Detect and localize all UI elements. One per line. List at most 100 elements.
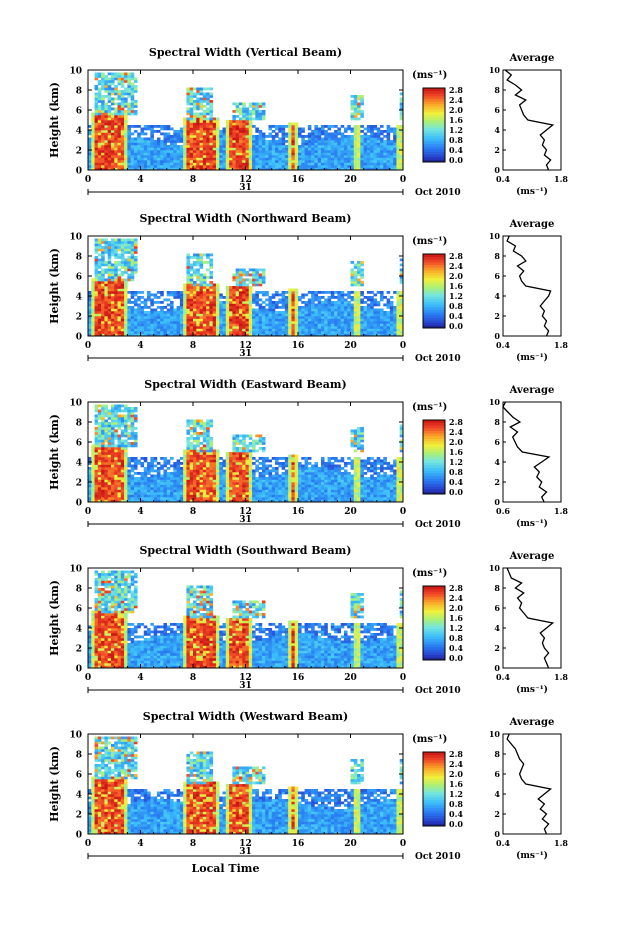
colorbar-tick-label: 0.4 (449, 145, 463, 155)
heatmap-cell (193, 102, 197, 106)
heatmap-cell (163, 326, 168, 329)
heatmap-cell (393, 132, 397, 136)
heatmap-cell (150, 462, 154, 465)
heatmap-cell (193, 301, 197, 304)
heatmap-cell (196, 331, 200, 334)
heatmap-cell (189, 321, 194, 324)
heatmap-cell (117, 268, 122, 272)
heatmap-cell (101, 165, 105, 168)
heatmap-cell (104, 328, 108, 332)
heatmap-cell (275, 321, 279, 324)
heatmap-cell (347, 167, 351, 171)
heatmap-cell (110, 291, 115, 294)
heatmap-cell (186, 258, 191, 262)
heatmap-cell (245, 165, 250, 168)
heatmap-cell (114, 417, 118, 420)
heatmap-cell (127, 147, 131, 151)
heatmap-cell (212, 318, 217, 322)
heatmap-cell (104, 160, 108, 163)
heatmap-cell (140, 457, 145, 460)
heatmap-cell (163, 323, 168, 327)
heatmap-cell (202, 110, 207, 113)
heatmap-cell (193, 313, 197, 317)
heatmap-cell (242, 125, 246, 128)
heatmap-cell (163, 492, 168, 495)
heatmap-cell (186, 253, 191, 257)
heatmap-cell (209, 102, 213, 106)
heatmap-cell (242, 120, 246, 123)
heatmap-cell (235, 150, 240, 153)
heatmap-cell (360, 328, 364, 332)
heatmap-cell (320, 323, 325, 327)
heatmap-cell (130, 162, 135, 166)
heatmap-cell (97, 82, 102, 86)
heatmap-cell (107, 142, 112, 146)
heatmap-cell (242, 102, 246, 106)
heatmap-cell (399, 132, 404, 136)
heatmap-cell (360, 137, 364, 141)
heatmap-cell (370, 167, 374, 171)
heatmap-cell (340, 125, 345, 128)
heatmap-cell (153, 321, 158, 324)
heatmap-cell (206, 291, 210, 294)
heatmap-cell (94, 152, 99, 156)
heatmap-cell (97, 298, 102, 302)
heatmap-cell (268, 142, 273, 146)
heatmap-cell (88, 323, 92, 327)
heatmap-cell (327, 333, 332, 337)
heatmap-cell (107, 140, 112, 143)
colorbar-frame (422, 253, 446, 329)
heatmap-cell (91, 135, 95, 138)
heatmap-cell (193, 323, 197, 327)
heatmap-cell (124, 326, 128, 329)
heatmap-cell (143, 162, 148, 166)
heatmap-cell (120, 331, 125, 334)
heatmap-cell (248, 137, 253, 141)
heatmap-cell (215, 142, 220, 146)
heatmap-cell (229, 298, 233, 302)
heatmap-cell (268, 162, 273, 166)
heatmap-cell (360, 115, 364, 118)
heatmap-cell (189, 115, 194, 118)
heatmap-cell (156, 467, 161, 470)
heatmap-cell (170, 152, 174, 156)
heatmap-cell (117, 482, 122, 485)
heatmap-cell (107, 281, 112, 284)
heatmap-cell (140, 494, 145, 498)
heatmap-cell (291, 328, 296, 332)
heatmap-cell (294, 288, 299, 292)
heatmap-cell (206, 107, 210, 111)
heatmap-cell (265, 313, 269, 317)
heatmap-cell (209, 296, 213, 299)
heatmap-cell (314, 152, 318, 156)
heatmap-cell (298, 132, 302, 136)
heatmap-cell (235, 291, 240, 294)
heatmap-cell (101, 115, 105, 118)
heatmap-cell (130, 132, 135, 136)
heatmap-cell (120, 107, 125, 111)
heatmap-cell (386, 132, 391, 136)
heatmap-cell (117, 127, 122, 131)
heatmap-cell (166, 145, 171, 148)
heatmap-cell (130, 432, 135, 435)
heatmap-cell (242, 132, 246, 136)
heatmap-cell (350, 261, 355, 264)
heatmap-cell (212, 130, 217, 133)
heatmap-cell (399, 105, 404, 108)
heatmap-cell (140, 160, 145, 163)
heatmap-cell (248, 145, 253, 148)
heatmap-cell (97, 308, 102, 312)
heatmap-cell (153, 157, 158, 161)
heatmap-cell (383, 152, 387, 156)
heatmap-cell (199, 120, 204, 123)
heatmap-cell (166, 132, 171, 136)
heatmap-cell (376, 145, 381, 148)
heatmap-cell (248, 306, 253, 309)
heatmap-cell (399, 281, 404, 284)
heatmap-cell (186, 162, 191, 166)
heatmap-cell (97, 321, 102, 324)
heatmap-cell (186, 140, 191, 143)
heatmap-cell (143, 474, 148, 478)
heatmap-cell (120, 82, 125, 86)
heatmap-cell (179, 127, 184, 131)
